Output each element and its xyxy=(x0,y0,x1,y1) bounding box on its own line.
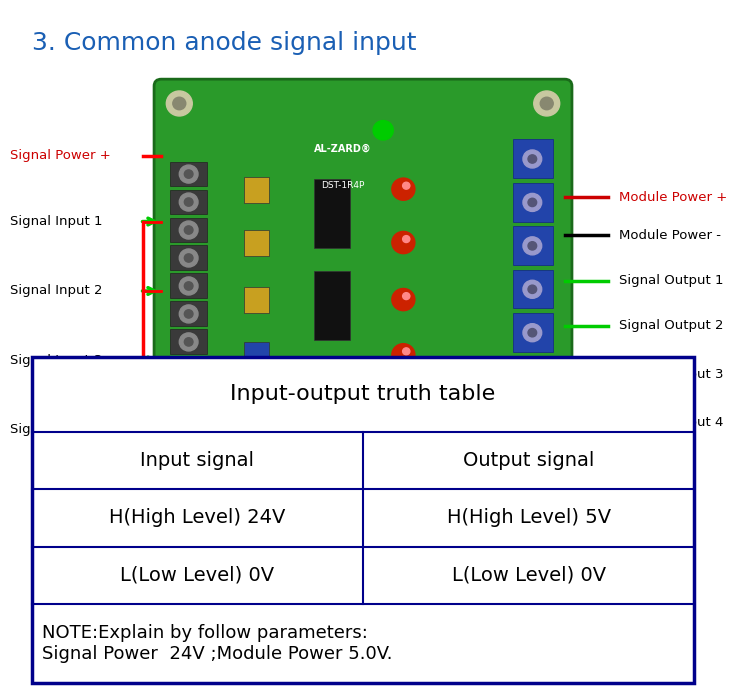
Circle shape xyxy=(179,249,198,267)
Bar xyxy=(244,176,269,203)
Bar xyxy=(244,287,269,314)
Circle shape xyxy=(540,97,554,110)
Bar xyxy=(513,183,553,222)
Circle shape xyxy=(184,393,193,402)
Circle shape xyxy=(528,241,537,250)
Text: AL-ZARD®: AL-ZARD® xyxy=(314,144,372,154)
Text: Module Power -: Module Power - xyxy=(619,229,721,242)
Circle shape xyxy=(523,237,542,255)
Bar xyxy=(513,226,553,265)
Bar xyxy=(170,330,208,354)
Bar xyxy=(170,218,208,242)
Circle shape xyxy=(179,193,198,211)
Text: L(Low Level) 0V: L(Low Level) 0V xyxy=(452,566,606,584)
Bar xyxy=(170,162,208,186)
Text: Signal Output 2: Signal Output 2 xyxy=(619,319,723,332)
Text: Module Power +: Module Power + xyxy=(619,190,727,204)
Bar xyxy=(170,274,208,298)
Text: Signal Input 1: Signal Input 1 xyxy=(10,215,103,228)
Circle shape xyxy=(523,193,542,211)
Circle shape xyxy=(172,97,186,110)
Circle shape xyxy=(184,254,193,262)
Circle shape xyxy=(523,150,542,168)
Circle shape xyxy=(523,323,542,342)
Circle shape xyxy=(179,277,198,295)
Text: H(High Level) 5V: H(High Level) 5V xyxy=(447,508,610,527)
Circle shape xyxy=(373,120,393,140)
Bar xyxy=(170,302,208,326)
Circle shape xyxy=(534,91,560,116)
Circle shape xyxy=(179,389,198,407)
Circle shape xyxy=(179,165,198,183)
Text: Signal Power +: Signal Power + xyxy=(10,149,111,162)
Circle shape xyxy=(184,282,193,290)
Circle shape xyxy=(184,365,193,374)
Circle shape xyxy=(540,430,554,443)
Circle shape xyxy=(403,293,410,300)
Text: L(Low Level) 0V: L(Low Level) 0V xyxy=(120,566,274,584)
Text: Signal Input 2: Signal Input 2 xyxy=(10,284,103,298)
Bar xyxy=(244,342,269,369)
FancyBboxPatch shape xyxy=(154,79,572,461)
Circle shape xyxy=(179,305,198,323)
Bar xyxy=(244,230,269,256)
Text: DST-1R4P: DST-1R4P xyxy=(321,181,364,190)
Text: Signal Input 4: Signal Input 4 xyxy=(10,424,102,436)
Text: H(High Level) 24V: H(High Level) 24V xyxy=(109,508,286,527)
Circle shape xyxy=(392,344,415,366)
Bar xyxy=(170,358,208,382)
Circle shape xyxy=(184,310,193,318)
Text: Signal Output 4: Signal Output 4 xyxy=(619,416,723,429)
Circle shape xyxy=(403,348,410,355)
Circle shape xyxy=(523,280,542,298)
Circle shape xyxy=(184,198,193,206)
Circle shape xyxy=(184,226,193,234)
Bar xyxy=(170,246,208,270)
Circle shape xyxy=(179,333,198,351)
Circle shape xyxy=(403,182,410,189)
Circle shape xyxy=(166,91,192,116)
Text: Output signal: Output signal xyxy=(463,451,595,470)
Bar xyxy=(513,270,553,309)
Text: Signal Output 1: Signal Output 1 xyxy=(619,274,723,287)
Circle shape xyxy=(166,424,192,449)
Text: 3. Common anode signal input: 3. Common anode signal input xyxy=(32,31,416,55)
Text: Signal Input 3: Signal Input 3 xyxy=(10,354,103,367)
Circle shape xyxy=(172,430,186,443)
Bar xyxy=(170,190,208,214)
Circle shape xyxy=(392,178,415,200)
Circle shape xyxy=(523,367,542,385)
Bar xyxy=(513,139,553,178)
Circle shape xyxy=(528,372,537,380)
Text: NOTE:Explain by follow parameters:
Signal Power  24V ;Module Power 5.0V.: NOTE:Explain by follow parameters: Signa… xyxy=(43,624,393,663)
Circle shape xyxy=(534,424,560,449)
Circle shape xyxy=(528,285,537,293)
Circle shape xyxy=(179,221,198,239)
Circle shape xyxy=(528,198,537,206)
Circle shape xyxy=(392,288,415,311)
Circle shape xyxy=(184,170,193,178)
Circle shape xyxy=(403,236,410,242)
Circle shape xyxy=(184,337,193,346)
Circle shape xyxy=(528,328,537,337)
Bar xyxy=(513,313,553,352)
Bar xyxy=(314,271,350,340)
Text: Input-output truth table: Input-output truth table xyxy=(230,384,496,405)
Bar xyxy=(32,357,694,683)
Text: Signal Output 3: Signal Output 3 xyxy=(619,368,723,381)
Circle shape xyxy=(392,232,415,253)
Bar xyxy=(513,356,553,396)
Text: Input signal: Input signal xyxy=(140,451,254,470)
Circle shape xyxy=(179,361,198,379)
Bar xyxy=(314,178,350,248)
Bar xyxy=(170,385,208,410)
Circle shape xyxy=(528,155,537,163)
